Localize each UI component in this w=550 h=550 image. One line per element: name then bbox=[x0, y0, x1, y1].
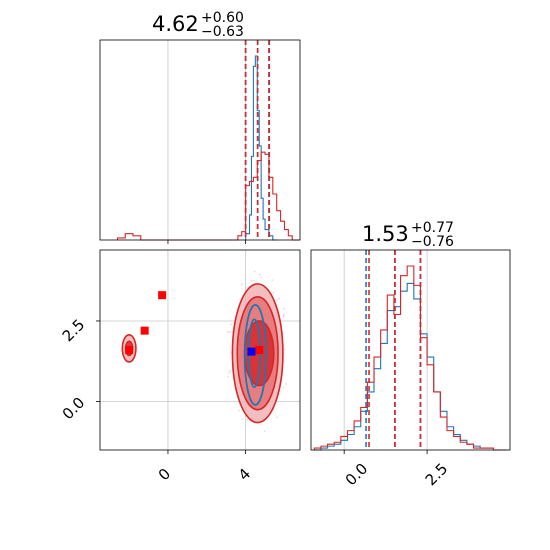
title-1-plus: +0.60 bbox=[201, 10, 244, 26]
y-tick-label-0: 0.0 bbox=[59, 394, 89, 424]
sample-point bbox=[228, 331, 231, 333]
joint-panel bbox=[96, 249, 301, 454]
title-2-median: 1.53 bbox=[362, 222, 409, 246]
x2-tick-label-0: 0.0 bbox=[342, 460, 372, 490]
red-histogram bbox=[116, 151, 300, 241]
sample-point bbox=[238, 409, 240, 412]
sample-point bbox=[283, 313, 285, 316]
title-1-median: 4.62 bbox=[152, 12, 199, 36]
blue-marker bbox=[247, 347, 256, 356]
panel-frame bbox=[99, 39, 301, 241]
sample-point bbox=[250, 279, 253, 282]
sample-point bbox=[260, 276, 263, 279]
panel-frame bbox=[310, 249, 511, 451]
blue-histogram bbox=[245, 55, 277, 241]
title-2-plus: +0.77 bbox=[411, 220, 454, 236]
x1-tick-label-1: 4 bbox=[235, 465, 254, 484]
marginal-panel-2 bbox=[310, 249, 511, 454]
sample-point bbox=[272, 291, 275, 294]
red-marker bbox=[140, 326, 149, 335]
title-1-minus: −0.63 bbox=[201, 24, 244, 40]
sample-point bbox=[227, 331, 230, 333]
x2-tick-label-1: 2.5 bbox=[422, 460, 452, 490]
sample-point bbox=[230, 323, 233, 326]
blue-histogram bbox=[314, 282, 507, 451]
red-marker bbox=[255, 346, 264, 354]
sample-point bbox=[282, 307, 285, 310]
sample-point bbox=[228, 372, 230, 374]
sample-point bbox=[278, 297, 281, 300]
sample-point bbox=[283, 348, 286, 351]
sample-point bbox=[276, 416, 278, 419]
sample-point bbox=[282, 386, 285, 389]
title-param-2: 1.53 +0.77 −0.76 bbox=[362, 220, 454, 250]
red-marker bbox=[158, 291, 167, 300]
sample-point bbox=[253, 279, 256, 282]
sample-point bbox=[276, 299, 279, 302]
y-tick-label-1: 2.5 bbox=[59, 316, 89, 346]
title-2-minus: −0.76 bbox=[411, 234, 454, 250]
sample-point bbox=[263, 430, 266, 433]
sample-point bbox=[246, 418, 249, 421]
sample-point bbox=[271, 279, 274, 282]
sample-point bbox=[231, 330, 234, 333]
sample-point bbox=[285, 383, 287, 385]
blue-contour-outer bbox=[243, 303, 267, 406]
sample-point bbox=[282, 315, 285, 318]
title-param-1: 4.62 +0.60 −0.63 bbox=[152, 10, 244, 40]
red-histogram bbox=[313, 265, 507, 451]
x1-tick-label-0: 0 bbox=[155, 465, 174, 484]
sample-point bbox=[227, 375, 229, 378]
sample-point bbox=[253, 270, 256, 273]
panel-frame bbox=[99, 249, 301, 451]
sample-point bbox=[229, 369, 232, 372]
marginal-panel-1 bbox=[99, 39, 301, 244]
red-marker bbox=[125, 346, 134, 354]
sample-point bbox=[258, 273, 261, 276]
sample-point bbox=[241, 283, 243, 286]
sample-point bbox=[241, 418, 244, 421]
